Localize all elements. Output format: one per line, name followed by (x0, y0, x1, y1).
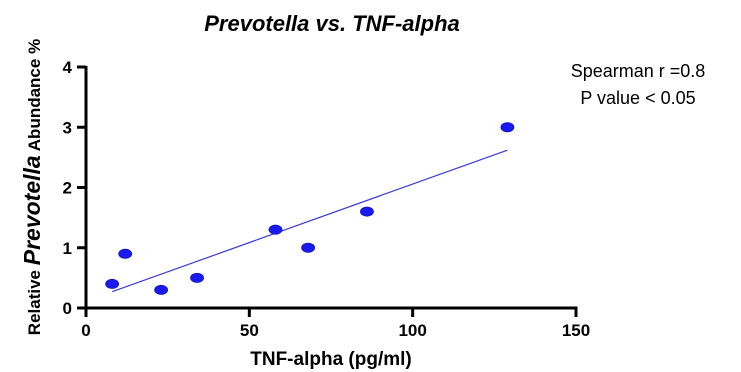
chart-title: Prevotella vs. TNF-alpha (204, 11, 460, 36)
x-axis-label: TNF-alpha (pg/ml) (250, 349, 411, 370)
data-point (118, 248, 133, 259)
y-axis-label-italic: Prevotella (19, 155, 45, 265)
data-point (268, 224, 283, 235)
x-tick-label: 0 (81, 321, 90, 340)
x-tick-label: 50 (240, 321, 259, 340)
y-axis-label: Relative Prevotella Abundance % (19, 39, 45, 335)
y-tick-label: 4 (63, 58, 73, 77)
regression-line (111, 149, 508, 293)
y-axis-label-suffix: Abundance % (25, 39, 44, 156)
x-tick-label: 150 (562, 321, 590, 340)
data-point (500, 122, 515, 133)
data-points (105, 122, 515, 295)
regression-line-group (111, 149, 508, 293)
x-tick-label: 100 (398, 321, 426, 340)
y-tick-label: 2 (63, 179, 72, 198)
axes: 0 1 2 3 4 0 50 100 150 (63, 58, 591, 340)
y-axis-label-prefix: Relative (25, 265, 44, 335)
spearman-annotation: Spearman r =0.8 (571, 61, 706, 81)
data-point (360, 206, 374, 217)
data-point (105, 278, 120, 289)
data-point (301, 242, 316, 253)
y-tick-label: 1 (63, 239, 72, 258)
y-tick-label: 3 (63, 118, 72, 137)
y-tick-label: 0 (63, 299, 72, 318)
p-value-annotation: P value < 0.05 (580, 88, 695, 108)
stats-annotation: Spearman r =0.8 P value < 0.05 (571, 61, 706, 108)
data-point (190, 272, 204, 283)
data-point (154, 284, 169, 295)
